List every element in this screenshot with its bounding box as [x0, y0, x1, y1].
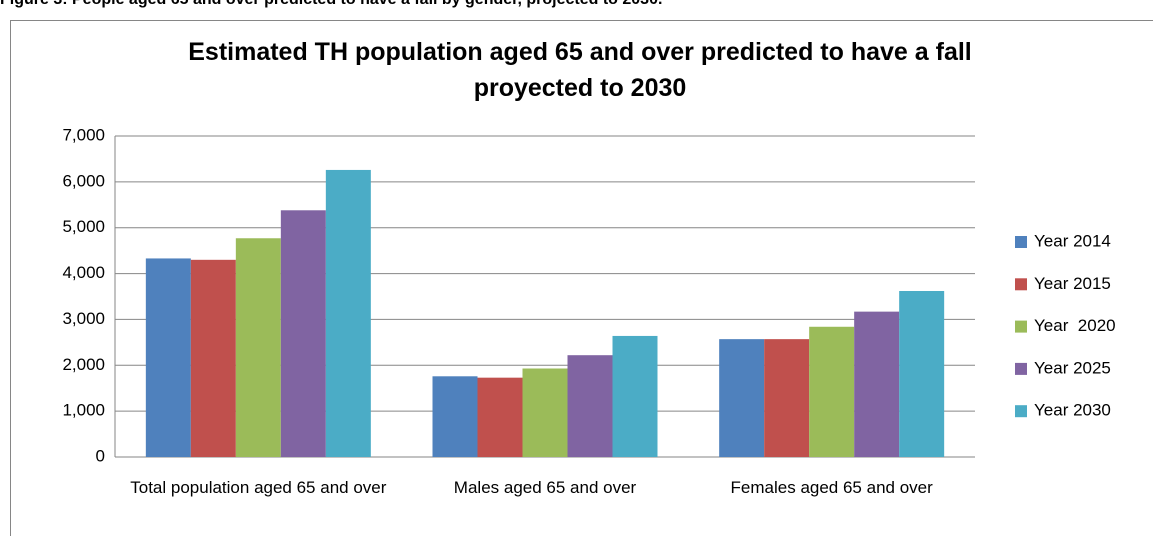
legend-swatch [1015, 405, 1027, 418]
y-tick-label: 7,000 [62, 125, 105, 144]
legend-label: Year 2014 [1034, 231, 1111, 250]
bar [235, 238, 281, 457]
bar [764, 339, 810, 457]
legend-swatch [1015, 278, 1027, 291]
legend-label: Year 2015 [1034, 274, 1111, 293]
bar [280, 210, 326, 457]
bar [432, 376, 478, 457]
bar [567, 355, 613, 457]
legend-swatch [1015, 236, 1027, 248]
bar [522, 368, 568, 457]
bar [612, 335, 658, 457]
y-tick-label: 3,000 [62, 309, 105, 328]
legend-label: Year 2030 [1034, 401, 1111, 420]
y-tick-label: 2,000 [62, 355, 105, 374]
chart-title: Estimated TH population aged 65 and over… [188, 38, 972, 102]
y-tick-label: 5,000 [62, 217, 105, 236]
bar [325, 169, 371, 458]
bar [145, 258, 191, 457]
legend-label: Year 2025 [1034, 358, 1111, 377]
bar [899, 290, 945, 457]
bar [854, 311, 900, 457]
figure-caption: Figure 3: People aged 65 and over predic… [0, 0, 662, 9]
y-tick-label: 4,000 [62, 263, 105, 282]
y-tick-label: 0 [96, 446, 105, 465]
bar [477, 377, 523, 457]
bar [809, 326, 855, 457]
bar [190, 259, 236, 457]
y-tick-label: 1,000 [62, 401, 105, 420]
legend-swatch [1015, 320, 1027, 333]
chart-frame [10, 20, 1153, 536]
bar [719, 339, 765, 457]
x-tick-label: Females aged 65 and over [730, 478, 933, 497]
x-tick-label: Total population aged 65 and over [130, 478, 387, 497]
y-tick-label: 6,000 [62, 171, 105, 190]
legend-label: Year 2020 [1034, 316, 1116, 335]
x-tick-label: Males aged 65 and over [453, 478, 637, 497]
legend-swatch [1015, 362, 1027, 375]
